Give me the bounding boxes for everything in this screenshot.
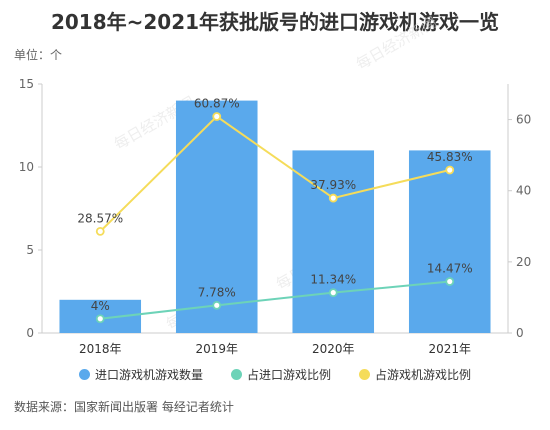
data-label-import-ratio: 11.34% [310,273,356,287]
legend-item-import-ratio: 占进口游戏比例 [230,366,331,383]
data-label-import-ratio: 4% [91,299,110,313]
legend-item-bar: 进口游戏机游戏数量 [78,366,203,383]
bar [292,150,375,333]
x-axis-tick-label: 2018年 [79,342,122,356]
legend-bar-swatch [78,369,90,380]
right-axis-tick-label: 20 [516,255,531,269]
point-import-ratio [212,300,222,310]
legend-item-console-ratio: 占游戏机游戏比例 [359,366,471,383]
x-axis-tick-label: 2021年 [428,342,471,356]
legend-bar-label: 进口游戏机游戏数量 [94,368,203,382]
right-axis-tick-label: 60 [516,113,531,127]
point-console-ratio [445,165,455,175]
right-axis-tick-label: 0 [516,326,524,340]
bar [408,150,491,333]
chart-title: 2018年~2021年获批版号的进口游戏机游戏一览 [50,10,500,34]
data-label-console-ratio: 45.83% [427,150,473,164]
legend-console-label: 占游戏机游戏比例 [375,368,472,382]
data-source: 数据来源：国家新闻出版署 每经记者统计 [14,400,234,414]
point-import-ratio [445,277,455,286]
legend-console-swatch [359,369,370,380]
point-console-ratio [95,226,105,236]
watermark-text: 每日经济新闻 [353,13,440,74]
point-import-ratio [328,288,338,298]
legend-import-label: 占进口游戏比例 [246,368,331,382]
x-axis-tick-label: 2020年 [312,342,355,356]
x-axis-tick-label: 2019年 [195,342,238,356]
line-console-ratio [99,115,450,233]
legend-import-swatch [230,369,242,380]
left-axis-tick-label: 0 [26,326,34,340]
line-import-ratio [100,280,450,320]
data-label-import-ratio: 7.78% [198,285,236,299]
data-label-console-ratio: 28.57% [77,211,123,225]
left-axis-tick-label: 10 [19,160,34,174]
data-label-console-ratio: 37.93% [310,178,356,192]
left-axis-tick-label: 5 [26,243,34,257]
data-label-console-ratio: 60.87% [194,96,240,110]
right-axis-tick-label: 40 [516,184,531,198]
bar [175,100,258,333]
point-console-ratio [212,112,222,121]
left-axis-tick-label: 15 [19,77,34,91]
point-import-ratio [95,314,105,324]
unit-label: 单位：个 [14,48,63,62]
point-console-ratio [328,193,338,203]
chart-legend: 进口游戏机游戏数量 占进口游戏比例 占游戏机游戏比例 [0,366,550,383]
data-label-import-ratio: 14.47% [427,262,473,276]
